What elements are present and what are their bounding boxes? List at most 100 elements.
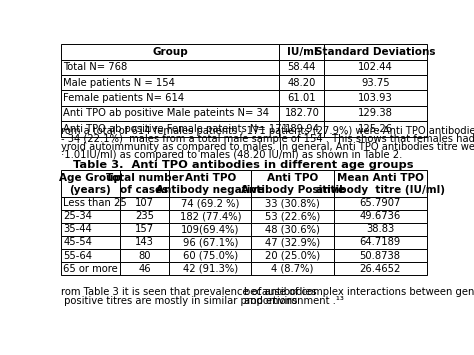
Text: 74 (69.2 %): 74 (69.2 %) <box>181 198 239 208</box>
Bar <box>61 121 279 137</box>
Bar <box>120 262 169 275</box>
Bar <box>169 262 251 275</box>
Bar <box>251 249 334 262</box>
Text: Anti TPO: Anti TPO <box>267 173 318 183</box>
Text: Group: Group <box>152 47 188 57</box>
Text: 58.44: 58.44 <box>288 62 316 72</box>
Text: 26.4652: 26.4652 <box>359 264 401 274</box>
Bar <box>251 170 334 197</box>
Bar <box>169 249 251 262</box>
Bar <box>61 106 279 121</box>
Text: rom Table 3 it is seen that prevalence of antibodies: rom Table 3 it is seen that prevalence o… <box>61 288 317 297</box>
Bar <box>324 60 427 75</box>
Bar <box>61 44 279 60</box>
Bar <box>334 170 427 197</box>
Text: 46: 46 <box>138 264 151 274</box>
Bar <box>61 60 279 75</box>
Bar <box>61 90 279 106</box>
Bar <box>120 249 169 262</box>
Text: Antibody Positive: Antibody Positive <box>241 185 345 195</box>
Bar <box>120 223 169 236</box>
Text: 25-34: 25-34 <box>63 211 92 221</box>
Text: (years): (years) <box>69 185 111 195</box>
Bar <box>324 106 427 121</box>
Bar <box>279 106 324 121</box>
Text: 47 (32.9%): 47 (32.9%) <box>265 237 320 247</box>
Bar <box>120 197 169 210</box>
Text: because of complex interactions between genetics: because of complex interactions between … <box>244 288 474 297</box>
Text: Total N= 768: Total N= 768 <box>63 62 128 72</box>
Text: 80: 80 <box>138 251 151 261</box>
Bar <box>334 210 427 223</box>
Text: Less than 25: Less than 25 <box>63 198 127 208</box>
Bar <box>334 223 427 236</box>
Bar <box>324 75 427 90</box>
Text: 38.83: 38.83 <box>366 224 394 234</box>
Text: 235: 235 <box>135 211 154 221</box>
Text: 49.6736: 49.6736 <box>359 211 401 221</box>
Bar <box>251 262 334 275</box>
Text: 33 (30.8%): 33 (30.8%) <box>265 198 320 208</box>
Text: 125.26: 125.26 <box>358 124 393 134</box>
Bar <box>61 75 279 90</box>
Text: 61.01: 61.01 <box>288 93 316 103</box>
Bar <box>120 236 169 249</box>
Text: 42 (91.3%): 42 (91.3%) <box>183 264 238 274</box>
Bar <box>169 223 251 236</box>
Text: Mean Anti TPO: Mean Anti TPO <box>337 173 424 183</box>
Text: 157: 157 <box>135 224 154 234</box>
Text: and environment .¹³: and environment .¹³ <box>244 296 344 306</box>
Text: 35-44: 35-44 <box>63 224 92 234</box>
Bar <box>61 236 120 249</box>
Bar <box>61 170 120 197</box>
Bar <box>169 210 251 223</box>
Text: IU/ml: IU/ml <box>286 47 317 57</box>
Text: 182.70: 182.70 <box>284 108 319 119</box>
Text: Female patients N= 614: Female patients N= 614 <box>63 93 184 103</box>
Bar <box>61 249 120 262</box>
Bar <box>279 44 324 60</box>
Text: 107: 107 <box>135 198 154 208</box>
Bar <box>324 44 427 60</box>
Bar <box>334 236 427 249</box>
Bar <box>279 90 324 106</box>
Text: Total number: Total number <box>106 173 183 183</box>
Text: 182 (77.4%): 182 (77.4%) <box>180 211 241 221</box>
Text: Anti TPO ab positive Female pateints N= 171: Anti TPO ab positive Female pateints N= … <box>63 124 288 134</box>
Text: 65.7907: 65.7907 <box>359 198 401 208</box>
Text: 50.8738: 50.8738 <box>360 251 401 261</box>
Text: 143: 143 <box>135 237 154 247</box>
Bar <box>334 197 427 210</box>
Bar <box>251 210 334 223</box>
Text: of cases: of cases <box>120 185 169 195</box>
Bar <box>279 60 324 75</box>
Text: 64.7189: 64.7189 <box>359 237 401 247</box>
Bar <box>120 170 169 197</box>
Text: 4 (8.7%): 4 (8.7%) <box>271 264 314 274</box>
Bar <box>169 236 251 249</box>
Text: rom a total of 614 females patients , 171 patients (27.9%) were Anti TPO antibod: rom a total of 614 females patients , 17… <box>61 126 474 136</box>
Text: - 34 (22.1%)  males from a total male sample of 154 . This shows that females ha: - 34 (22.1%) males from a total male sam… <box>61 134 474 144</box>
Text: Standard Deviations: Standard Deviations <box>315 47 436 57</box>
Text: 129.38: 129.38 <box>358 108 393 119</box>
Text: Table 3.  Anti TPO antibodies in different age groups: Table 3. Anti TPO antibodies in differen… <box>73 160 413 170</box>
Bar <box>279 121 324 137</box>
Text: 55-64: 55-64 <box>63 251 92 261</box>
Text: 93.75: 93.75 <box>361 78 390 88</box>
Text: 103.93: 103.93 <box>358 93 393 103</box>
Text: 60 (75.0%): 60 (75.0%) <box>183 251 238 261</box>
Text: Age Group: Age Group <box>59 173 121 183</box>
Bar <box>61 262 120 275</box>
Bar <box>334 262 427 275</box>
Text: 109(69.4%): 109(69.4%) <box>181 224 239 234</box>
Text: Male patients N = 154: Male patients N = 154 <box>63 78 175 88</box>
Text: 53 (22.6%): 53 (22.6%) <box>265 211 320 221</box>
Text: 20 (25.0%): 20 (25.0%) <box>265 251 320 261</box>
Text: 96 (67.1%): 96 (67.1%) <box>182 237 238 247</box>
Bar <box>324 121 427 137</box>
Text: Anti TPO: Anti TPO <box>185 173 236 183</box>
Bar <box>334 249 427 262</box>
Bar <box>251 236 334 249</box>
Text: 189.94: 189.94 <box>284 124 319 134</box>
Text: 65 or more: 65 or more <box>63 264 118 274</box>
